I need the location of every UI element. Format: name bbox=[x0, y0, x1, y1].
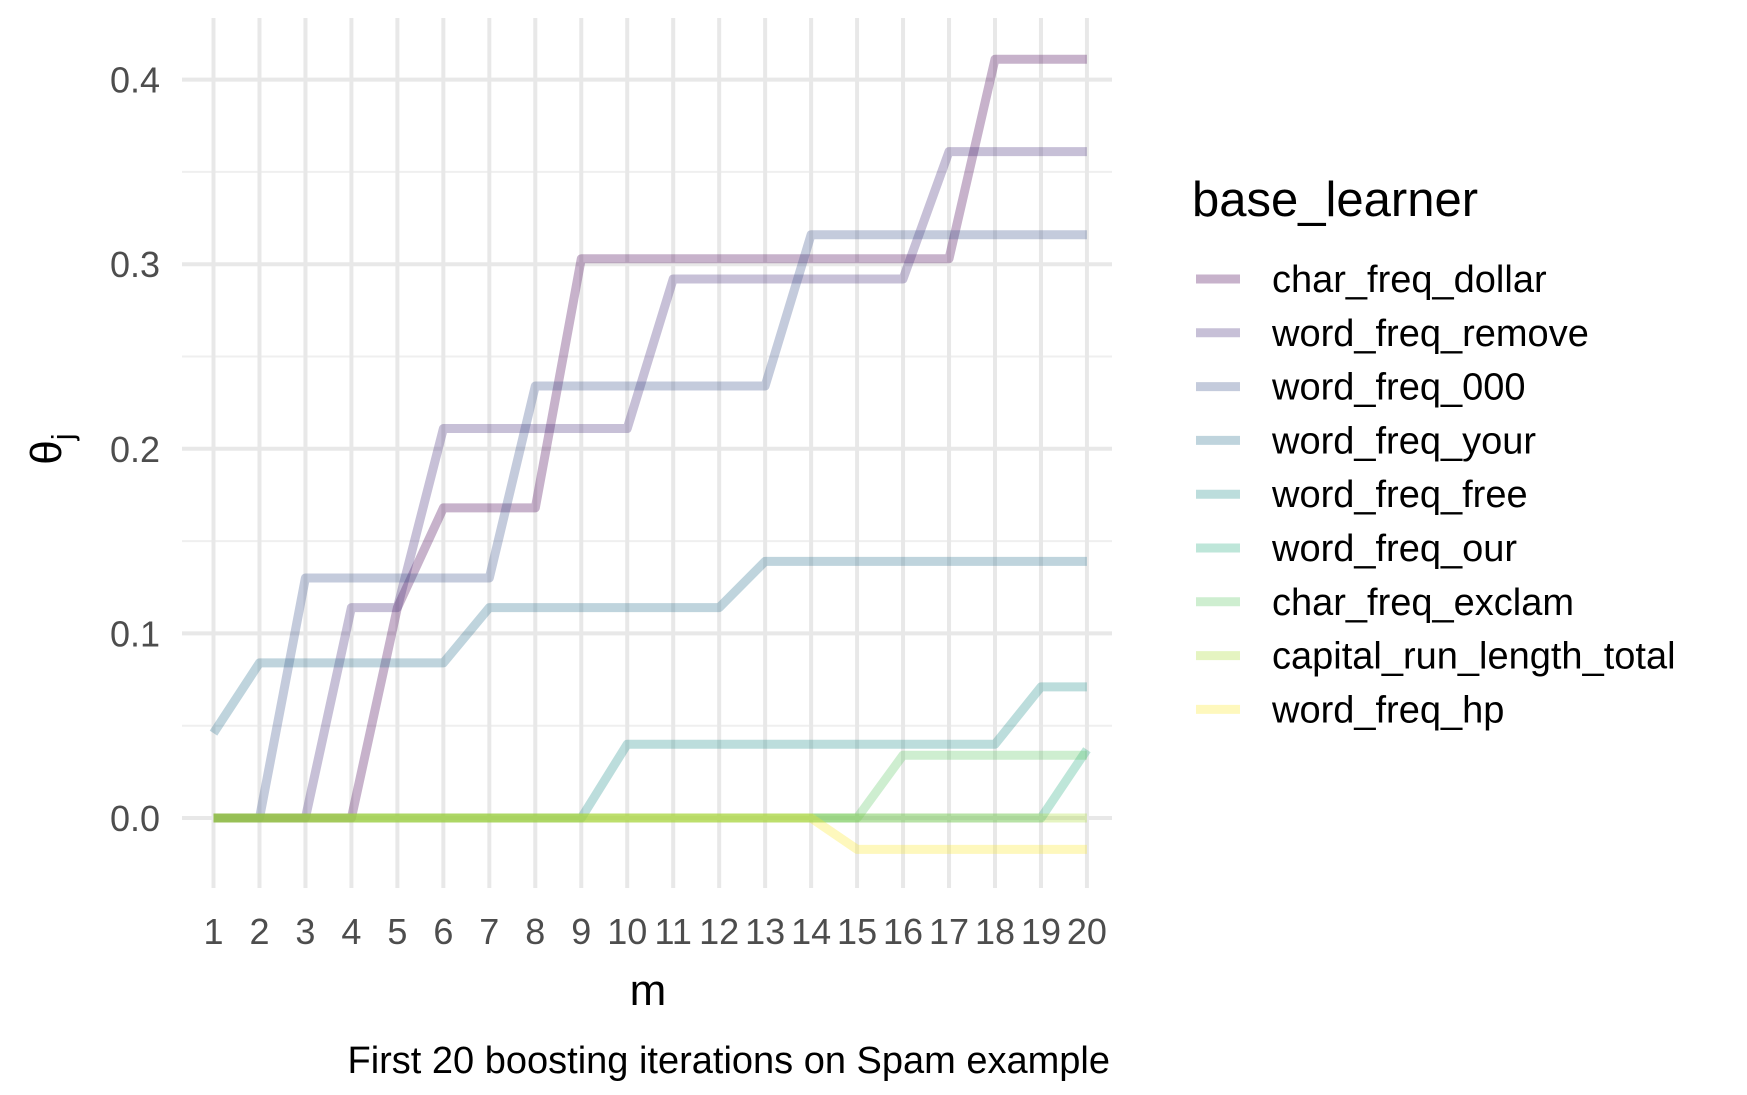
x-tick-label: 5 bbox=[387, 911, 407, 952]
y-axis-ticks: 0.0 0.1 0.2 0.3 0.4 bbox=[110, 60, 160, 839]
legend-label: word_freq_our bbox=[1271, 528, 1517, 570]
y-tick-label: 0.0 bbox=[110, 798, 160, 839]
legend-item: word_freq_hp bbox=[1196, 689, 1504, 731]
series-line-word_freq_remove bbox=[213, 147, 1087, 823]
legend-item: char_freq_exclam bbox=[1196, 582, 1574, 624]
x-tick-label: 17 bbox=[929, 911, 969, 952]
x-tick-label: 14 bbox=[791, 911, 831, 952]
x-tick-label: 6 bbox=[433, 911, 453, 952]
x-tick-label: 4 bbox=[341, 911, 361, 952]
series-line-word_freq_hp bbox=[213, 813, 1087, 854]
x-axis-title: m bbox=[630, 966, 667, 1015]
legend-label: char_freq_exclam bbox=[1272, 582, 1574, 624]
y-tick-label: 0.3 bbox=[110, 244, 160, 285]
legend-label: word_freq_your bbox=[1271, 420, 1536, 462]
legend-item: word_freq_000 bbox=[1196, 367, 1526, 409]
series-line-word_freq_your bbox=[209, 556, 1087, 736]
legend-item: char_freq_dollar bbox=[1196, 259, 1547, 301]
x-tick-label: 10 bbox=[607, 911, 647, 952]
legend-item: word_freq_remove bbox=[1196, 313, 1589, 355]
x-tick-label: 20 bbox=[1067, 911, 1107, 952]
x-tick-label: 12 bbox=[699, 911, 739, 952]
legend-label: word_freq_hp bbox=[1271, 689, 1504, 731]
legend-item: word_freq_our bbox=[1196, 528, 1517, 570]
x-axis-ticks: 1 2 3 4 5 6 7 8 9 10 11 12 13 14 15 16 17 18 19 20 bbox=[203, 911, 1106, 952]
series-line-word_freq_free bbox=[213, 682, 1087, 823]
grid-minor bbox=[182, 170, 1112, 727]
legend-item: word_freq_free bbox=[1196, 474, 1528, 516]
x-tick-label: 9 bbox=[571, 911, 591, 952]
legend-title: base_learner bbox=[1192, 173, 1478, 227]
x-tick-label: 8 bbox=[525, 911, 545, 952]
x-tick-label: 18 bbox=[975, 911, 1015, 952]
legend: char_freq_dollar word_freq_remove word_fre… bbox=[1196, 259, 1676, 731]
x-tick-label: 16 bbox=[883, 911, 923, 952]
x-tick-label: 11 bbox=[655, 911, 692, 952]
y-axis-title: θj bbox=[22, 433, 80, 464]
x-tick-label: 1 bbox=[203, 911, 223, 952]
legend-label: word_freq_remove bbox=[1271, 313, 1589, 355]
y-tick-label: 0.2 bbox=[110, 429, 160, 470]
series-lines bbox=[209, 54, 1091, 854]
y-tick-label: 0.1 bbox=[110, 613, 160, 654]
y-tick-label: 0.4 bbox=[110, 60, 160, 101]
legend-item: word_freq_your bbox=[1196, 420, 1536, 462]
x-tick-label: 7 bbox=[479, 911, 499, 952]
x-tick-label: 2 bbox=[249, 911, 269, 952]
legend-label: capital_run_length_total bbox=[1272, 636, 1676, 678]
grid-major bbox=[182, 18, 1112, 888]
series-line-word_freq_our bbox=[213, 747, 1091, 823]
legend-label: word_freq_free bbox=[1271, 474, 1528, 516]
series-line-word_freq_000 bbox=[213, 230, 1087, 823]
x-tick-label: 15 bbox=[837, 911, 877, 952]
series-line-char_freq_exclam bbox=[213, 750, 1087, 823]
x-tick-label: 19 bbox=[1021, 911, 1061, 952]
x-tick-label: 13 bbox=[745, 911, 785, 952]
legend-item: capital_run_length_total bbox=[1196, 636, 1676, 678]
series-line-char_freq_dollar bbox=[213, 54, 1087, 823]
x-tick-label: 3 bbox=[295, 911, 315, 952]
legend-label: char_freq_dollar bbox=[1272, 259, 1547, 301]
chart-caption: First 20 boosting iterations on Spam exa… bbox=[347, 1040, 1110, 1082]
legend-label: word_freq_000 bbox=[1271, 367, 1526, 409]
